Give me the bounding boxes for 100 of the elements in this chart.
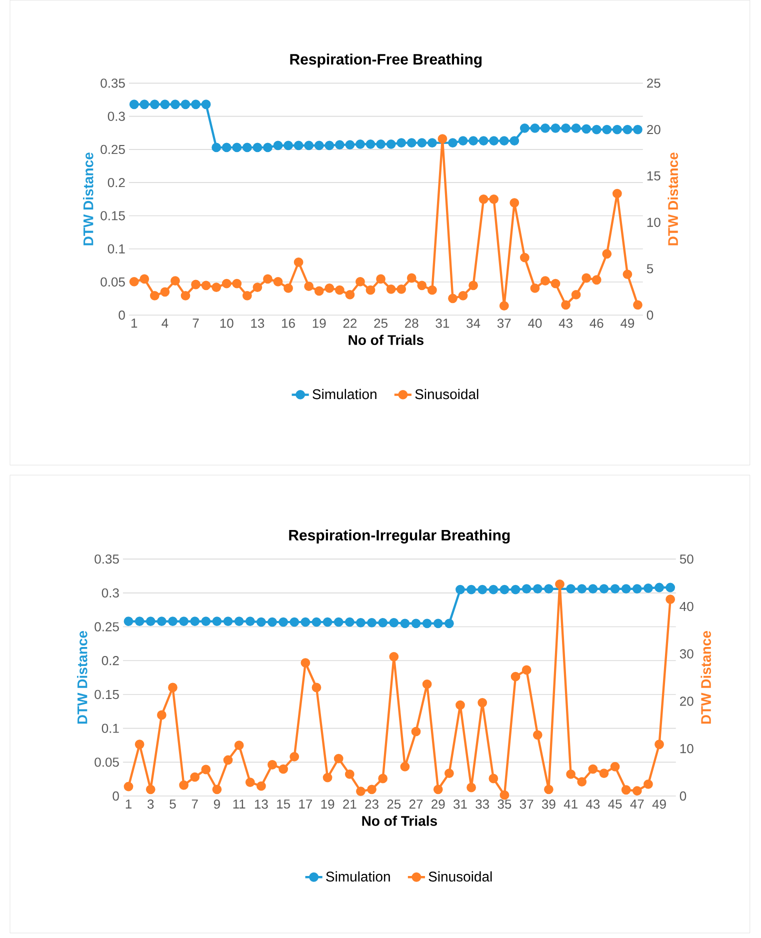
point [304,140,314,150]
point [129,277,139,286]
point [386,139,396,149]
point [577,584,587,594]
x-tick-label: 25 [374,318,388,328]
point [294,258,304,267]
point [201,100,211,110]
point [592,124,602,134]
point [284,140,294,150]
point [520,252,530,262]
point [561,300,571,310]
y-tick-label: 0.25 [100,144,125,154]
x-tick-label: 7 [192,318,199,328]
x-tick-label: 10 [220,318,234,328]
point [191,280,201,290]
point [246,616,255,626]
point [500,301,509,311]
point [444,768,454,778]
point [396,138,406,148]
point [654,582,664,592]
point [124,616,134,626]
point [242,290,252,300]
y2-tick-label: 30 [680,649,694,658]
point [252,142,262,152]
point [622,270,632,279]
point [168,682,178,692]
x-tick-label: 33 [476,800,490,809]
y2-tick-label: 25 [647,78,660,88]
point [140,274,150,284]
chart-title: Respiration-Free Breathing [290,54,482,68]
point [376,139,386,149]
point [644,779,653,789]
x-axis-title: No of Trials [348,334,424,346]
point [278,617,288,627]
point [312,617,322,627]
point [150,100,160,110]
y-tick-label: 0.3 [108,112,125,121]
point [180,290,190,300]
point [222,278,232,288]
y2-tick-label: 20 [647,124,660,134]
point [222,142,232,152]
x-tick-label: 34 [466,318,480,328]
point [411,726,421,736]
x-tick-label: 13 [255,800,268,809]
point [411,618,421,628]
point [500,584,510,594]
x-tick-label: 47 [630,800,644,808]
y2-tick-label: 10 [680,744,694,754]
point [256,617,266,627]
point [612,188,622,198]
point [378,774,388,784]
point [170,276,180,286]
point [533,730,542,740]
point [312,682,322,692]
point [179,780,189,790]
point [356,618,366,628]
point [160,287,170,297]
point [510,136,520,146]
point [522,584,532,594]
legend-label: Simulation [312,388,376,400]
point [468,280,478,290]
point [406,138,416,148]
x-tick-label: 49 [620,318,634,328]
x-tick-label: 1 [132,318,138,328]
point [345,617,354,627]
point [212,142,222,152]
point [520,124,530,133]
x-tick-label: 11 [233,800,246,808]
point [602,249,612,259]
point [263,142,272,152]
point [456,584,466,594]
point [530,284,540,293]
point [448,138,458,148]
point [522,665,532,675]
point [268,617,278,627]
x-tick-label: 1 [126,800,132,808]
x-tick-label: 37 [520,800,534,809]
point [252,282,262,292]
point [466,584,476,594]
point [550,124,560,133]
x-tick-label: 45 [608,800,622,809]
point [389,618,399,628]
point [134,740,144,750]
y2-tick-label: 0 [646,310,654,320]
point [489,136,499,146]
y-tick-label: 0.3 [102,588,119,598]
y-tick-label: 0 [118,310,126,320]
chart-title: Respiration-Irregular Breathing [289,530,510,544]
point [599,584,609,594]
point [610,762,620,772]
legend-label: Simulation [326,871,390,882]
y-tick-label: 0.25 [94,622,119,632]
point [146,616,156,626]
point [478,194,488,204]
point [232,142,242,152]
y2-tick-label: 20 [680,696,694,706]
y-tick-label: 0.2 [108,178,125,188]
point [212,616,222,626]
point [571,124,581,133]
point [314,286,324,296]
